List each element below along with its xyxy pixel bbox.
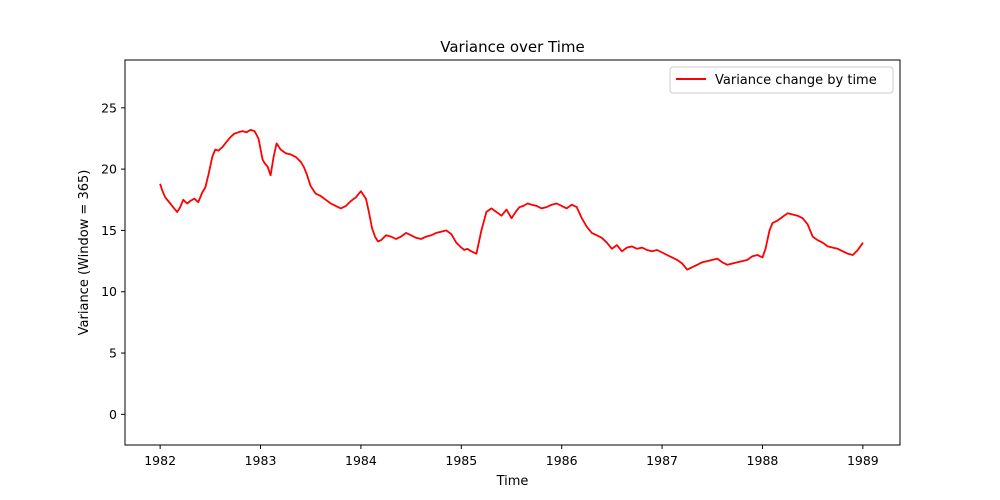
y-axis-ticks: 0 5 10 15 20 25: [101, 100, 125, 422]
y-tick-label: 15: [101, 223, 117, 238]
plot-area: [124, 59, 901, 446]
x-tick-label: 1989: [847, 453, 879, 468]
x-tick-label: 1985: [445, 453, 477, 468]
y-tick-label: 25: [101, 100, 117, 115]
series-layer: [159, 128, 864, 271]
x-tick-label: 1984: [345, 453, 377, 468]
chart-title: Variance over Time: [440, 38, 585, 56]
y-tick-label: 10: [101, 284, 117, 299]
x-axis-label: Time: [496, 474, 529, 489]
x-tick-label: 1982: [144, 453, 176, 468]
x-tick-label: 1983: [245, 453, 277, 468]
legend-box: [669, 66, 894, 94]
y-tick-label: 5: [109, 346, 117, 361]
legend-label: Variance change by time: [715, 73, 877, 88]
x-axis-ticks: 1982 1983 1984 1985 1986 1987 1988 1989: [144, 445, 879, 468]
x-tick-label: 1988: [747, 453, 779, 468]
y-tick-label: 0: [109, 407, 117, 422]
y-tick-label: 20: [101, 162, 117, 177]
x-tick-label: 1987: [646, 453, 678, 468]
series-line-variance: [159, 128, 864, 271]
x-tick-label: 1986: [546, 453, 578, 468]
y-axis-label: Variance (Window = 365): [77, 170, 92, 336]
legend: Variance change by time: [669, 66, 894, 94]
